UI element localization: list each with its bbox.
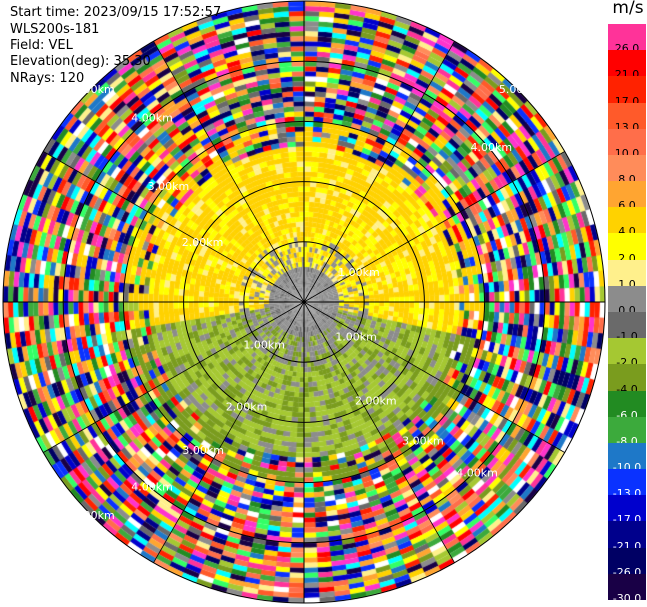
colorbar-swatch xyxy=(608,547,646,575)
instrument-label: WLS200s-181 xyxy=(10,22,100,37)
range-ring-label: 3.00km xyxy=(182,444,224,457)
start-time-label: Start time: 2023/09/15 17:52:57 xyxy=(10,5,222,20)
colorbar-swatch xyxy=(608,442,646,470)
colorbar-swatch xyxy=(608,259,646,287)
colorbar-swatch xyxy=(608,154,646,182)
colorbar-swatch xyxy=(608,24,646,51)
colorbar-swatch xyxy=(608,285,646,313)
colorbar-swatch xyxy=(608,233,646,261)
colorbar-swatch xyxy=(608,50,646,77)
spoke-line xyxy=(303,151,565,303)
spoke-line xyxy=(303,41,455,303)
colorbar-tick-label: -30.0 xyxy=(612,592,642,605)
colorbar-swatch xyxy=(608,469,646,496)
field-label: Field: VEL xyxy=(10,38,73,53)
colorbar-swatch xyxy=(608,128,646,156)
range-ring-label: 3.00km xyxy=(402,434,444,447)
colorbar: 26.0 21.0 17.0 13.0 10.0 8.0 6.0 4.0 2.0 1.0 0.0 -1… xyxy=(608,24,647,605)
range-ring-label: 2.00km xyxy=(182,236,224,249)
colorbar-swatch xyxy=(608,338,646,365)
range-ring-label: 5.00km xyxy=(73,83,115,96)
nrays-label: NRays: 120 xyxy=(10,71,85,86)
range-ring-label: 1.00km xyxy=(243,339,285,352)
range-ring-label: 5.00km xyxy=(73,509,115,522)
range-ring-label: 4.00km xyxy=(131,112,173,125)
range-ring-label: 4.00km xyxy=(456,466,498,479)
colorbar-swatch xyxy=(608,573,646,601)
spoke-line xyxy=(43,301,305,453)
range-ring-label: 4.00km xyxy=(131,480,173,493)
colorbar-swatch xyxy=(608,495,646,522)
range-ring-label: 2.00km xyxy=(355,395,397,408)
colorbar-swatch xyxy=(608,207,646,234)
spoke-line xyxy=(43,151,305,303)
colorbar-swatch xyxy=(608,416,646,444)
range-ring-label: 1.00km xyxy=(335,331,377,344)
range-ring-label: 1.00km xyxy=(338,266,380,279)
range-ring-label: 5.00km xyxy=(499,83,541,96)
colorbar-swatch xyxy=(608,181,646,208)
spoke-line xyxy=(303,301,455,563)
spoke-line xyxy=(153,41,305,303)
spoke-line xyxy=(303,301,565,453)
colorbar-swatch xyxy=(608,312,646,339)
range-ring-label: 4.00km xyxy=(470,141,512,154)
colorbar-swatch xyxy=(608,364,646,392)
colorbar-swatch xyxy=(608,76,646,104)
colorbar-swatch xyxy=(608,102,646,130)
colorbar-swatch xyxy=(608,390,646,418)
range-ring-label: 3.00km xyxy=(148,180,190,193)
range-ring-label: 2.00km xyxy=(226,400,268,413)
colorbar-swatch xyxy=(608,521,646,549)
elevation-label: Elevation(deg): 35.30 xyxy=(10,54,151,69)
spoke-line xyxy=(153,301,305,563)
colorbar-unit: m/s xyxy=(612,0,644,18)
